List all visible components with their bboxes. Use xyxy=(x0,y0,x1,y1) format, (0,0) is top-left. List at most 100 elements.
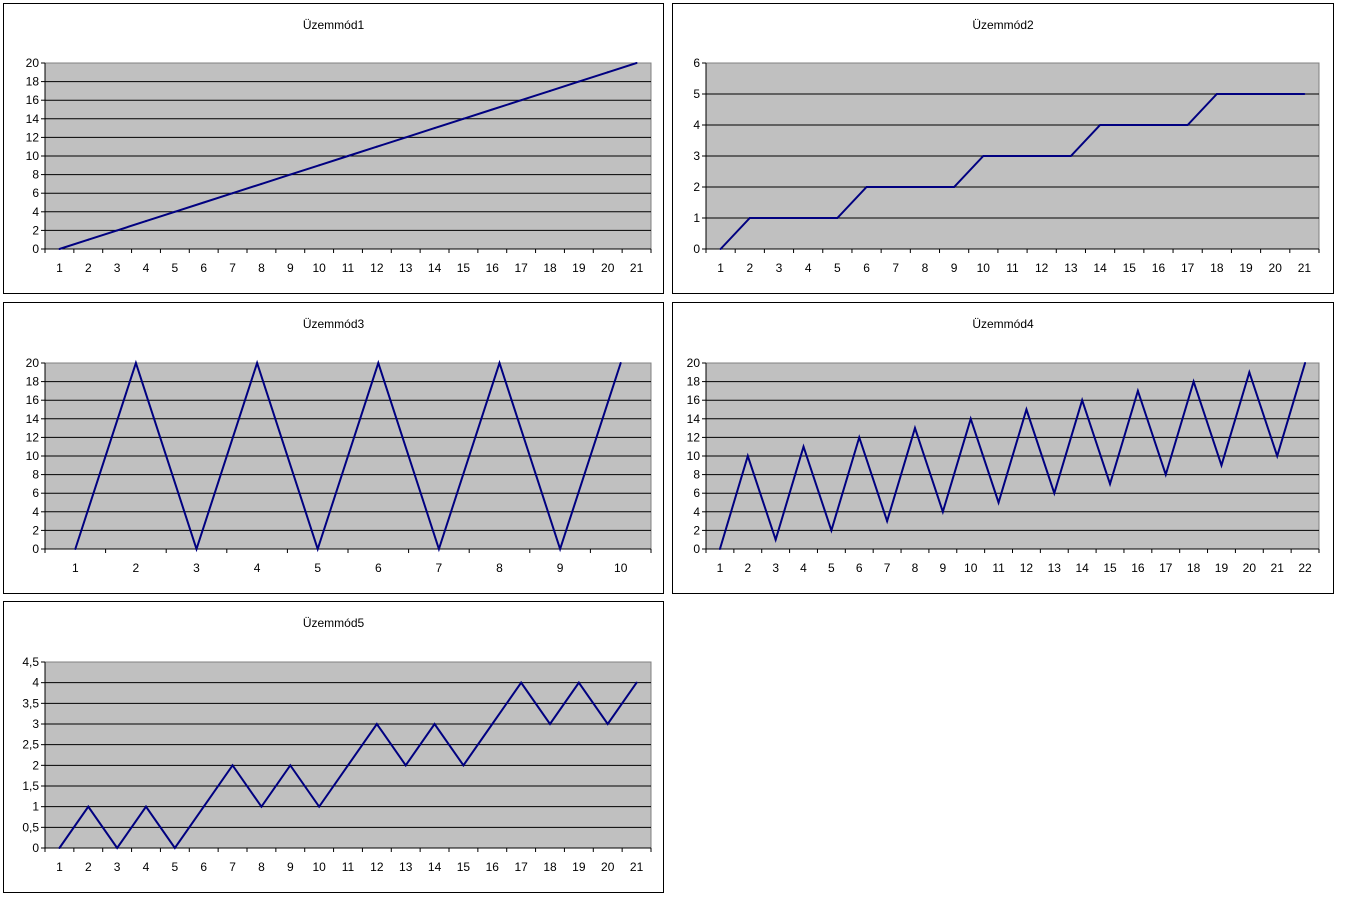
x-tick-label: 2 xyxy=(746,261,753,275)
x-tick-label: 6 xyxy=(200,261,207,275)
data-point xyxy=(1274,93,1277,95)
data-point xyxy=(997,501,1000,504)
data-point xyxy=(491,723,494,725)
data-point xyxy=(231,192,234,195)
data-point xyxy=(1164,473,1167,476)
x-tick-label: 5 xyxy=(172,860,179,874)
x-tick-label: 11 xyxy=(342,860,355,874)
x-tick-label: 9 xyxy=(951,261,958,275)
x-tick-label: 10 xyxy=(964,561,978,575)
y-tick-label: 18 xyxy=(26,375,40,389)
data-point xyxy=(498,362,501,364)
x-tick-label: 3 xyxy=(114,261,121,275)
x-tick-label: 1 xyxy=(56,261,63,275)
series-line xyxy=(718,362,1307,550)
y-tick-label: 0,5 xyxy=(22,820,39,834)
y-tick-label: 16 xyxy=(26,393,40,407)
x-tick-label: 21 xyxy=(1271,561,1285,575)
data-point xyxy=(746,455,749,457)
chart-uzemmod5[interactable]: Üzemmód5 0 0,5 1 1,5 2 2,5 3 3,5 4 4,5 1 2 3 4 5 6 7 8 9 10 1… xyxy=(3,601,664,893)
chart-uzemmod3[interactable]: Üzemmód3 0 2 4 6 8 10 12 14 16 18 20 1 2 3 4 5 6 7 8 9 10 xyxy=(3,302,664,594)
chart-uzemmod1[interactable]: Üzemmód1 0 2 4 6 8 10 12 14 16 18 20 1 2 3 4 5 6 7 8 9 10 11 12… xyxy=(3,3,664,294)
x-tick-label: 14 xyxy=(428,860,442,874)
chart-uzemmod4[interactable]: Üzemmód4 0 2 4 6 8 10 12 14 16 18 20 1 2 3 4 5 6 7 8 9 10 11 12… xyxy=(672,302,1334,594)
y-tick-label: 6 xyxy=(693,486,700,500)
x-tick-label: 5 xyxy=(172,261,179,275)
data-point xyxy=(318,164,321,167)
data-point xyxy=(173,210,176,213)
data-point xyxy=(606,71,609,74)
x-tick-label: 5 xyxy=(828,561,835,575)
y-tick-label: 3,5 xyxy=(22,696,39,710)
data-point xyxy=(256,362,259,364)
x-tick-label: 15 xyxy=(1103,561,1117,575)
x-tick-label: 18 xyxy=(543,261,557,275)
data-point xyxy=(375,145,378,148)
data-point xyxy=(549,89,551,92)
x-tick-label: 19 xyxy=(1239,261,1253,275)
data-point xyxy=(577,681,580,684)
data-point xyxy=(802,445,805,448)
data-point xyxy=(1192,380,1195,383)
data-point xyxy=(347,764,349,767)
x-tick-label: 19 xyxy=(572,261,586,275)
x-tick-label: 18 xyxy=(1187,561,1201,575)
x-tick-label: 16 xyxy=(486,261,500,275)
data-point xyxy=(559,548,562,550)
data-point xyxy=(202,201,205,204)
x-tick-label: 2 xyxy=(744,561,751,575)
data-point xyxy=(777,217,780,219)
x-tick-label: 12 xyxy=(1035,261,1049,275)
x-tick-label: 8 xyxy=(496,561,503,575)
chart-title: Üzemmód1 xyxy=(303,18,365,32)
y-tick-label: 1,5 xyxy=(22,779,39,793)
x-tick-label: 8 xyxy=(258,261,265,275)
data-point xyxy=(173,847,176,849)
data-point xyxy=(830,529,833,532)
x-tick-label: 20 xyxy=(1243,561,1257,575)
y-tick-label: 6 xyxy=(32,186,39,200)
y-tick-label: 2 xyxy=(693,180,700,194)
y-tick-label: 20 xyxy=(26,356,40,370)
y-tick-label: 18 xyxy=(26,75,40,89)
x-tick-label: 4 xyxy=(800,561,807,575)
y-tick-label: 0 xyxy=(32,841,39,855)
y-tick-label: 14 xyxy=(26,412,40,426)
x-tick-label: 2 xyxy=(133,561,140,575)
data-point xyxy=(87,238,90,241)
y-tick-label: 0 xyxy=(693,542,700,556)
x-tick-label: 8 xyxy=(922,261,929,275)
x-tick-label: 1 xyxy=(72,561,79,575)
data-point xyxy=(195,548,198,550)
data-point xyxy=(719,248,722,250)
data-point xyxy=(202,805,205,808)
x-tick-label: 11 xyxy=(992,561,1005,575)
data-point xyxy=(1304,362,1307,364)
y-tick-label: 4 xyxy=(32,505,39,519)
data-point xyxy=(58,847,61,849)
x-tick-label: 7 xyxy=(892,261,899,275)
x-tick-label: 14 xyxy=(1075,561,1089,575)
data-point xyxy=(145,220,147,223)
data-point xyxy=(1220,464,1223,467)
data-point xyxy=(913,427,916,430)
data-point xyxy=(606,723,609,725)
y-tick-label: 6 xyxy=(32,486,39,500)
data-point xyxy=(969,417,972,420)
x-tick-label: 14 xyxy=(428,261,442,275)
chart-uzemmod2[interactable]: Üzemmód2 0 1 2 3 4 5 6 1 2 3 4 5 6 7 8 9 10 11 12 13 14 15 16 17… xyxy=(672,3,1334,294)
data-point xyxy=(377,362,380,364)
data-point xyxy=(1081,399,1084,402)
y-tick-label: 5 xyxy=(693,87,700,101)
x-tick-label: 12 xyxy=(1020,561,1034,575)
data-point xyxy=(289,764,292,767)
x-tick-label: 11 xyxy=(1006,261,1019,275)
data-point xyxy=(289,173,292,176)
x-tick-label: 21 xyxy=(630,261,644,275)
y-tick-label: 10 xyxy=(687,449,701,463)
plot-area xyxy=(44,661,652,849)
y-tick-label: 4 xyxy=(32,205,39,219)
